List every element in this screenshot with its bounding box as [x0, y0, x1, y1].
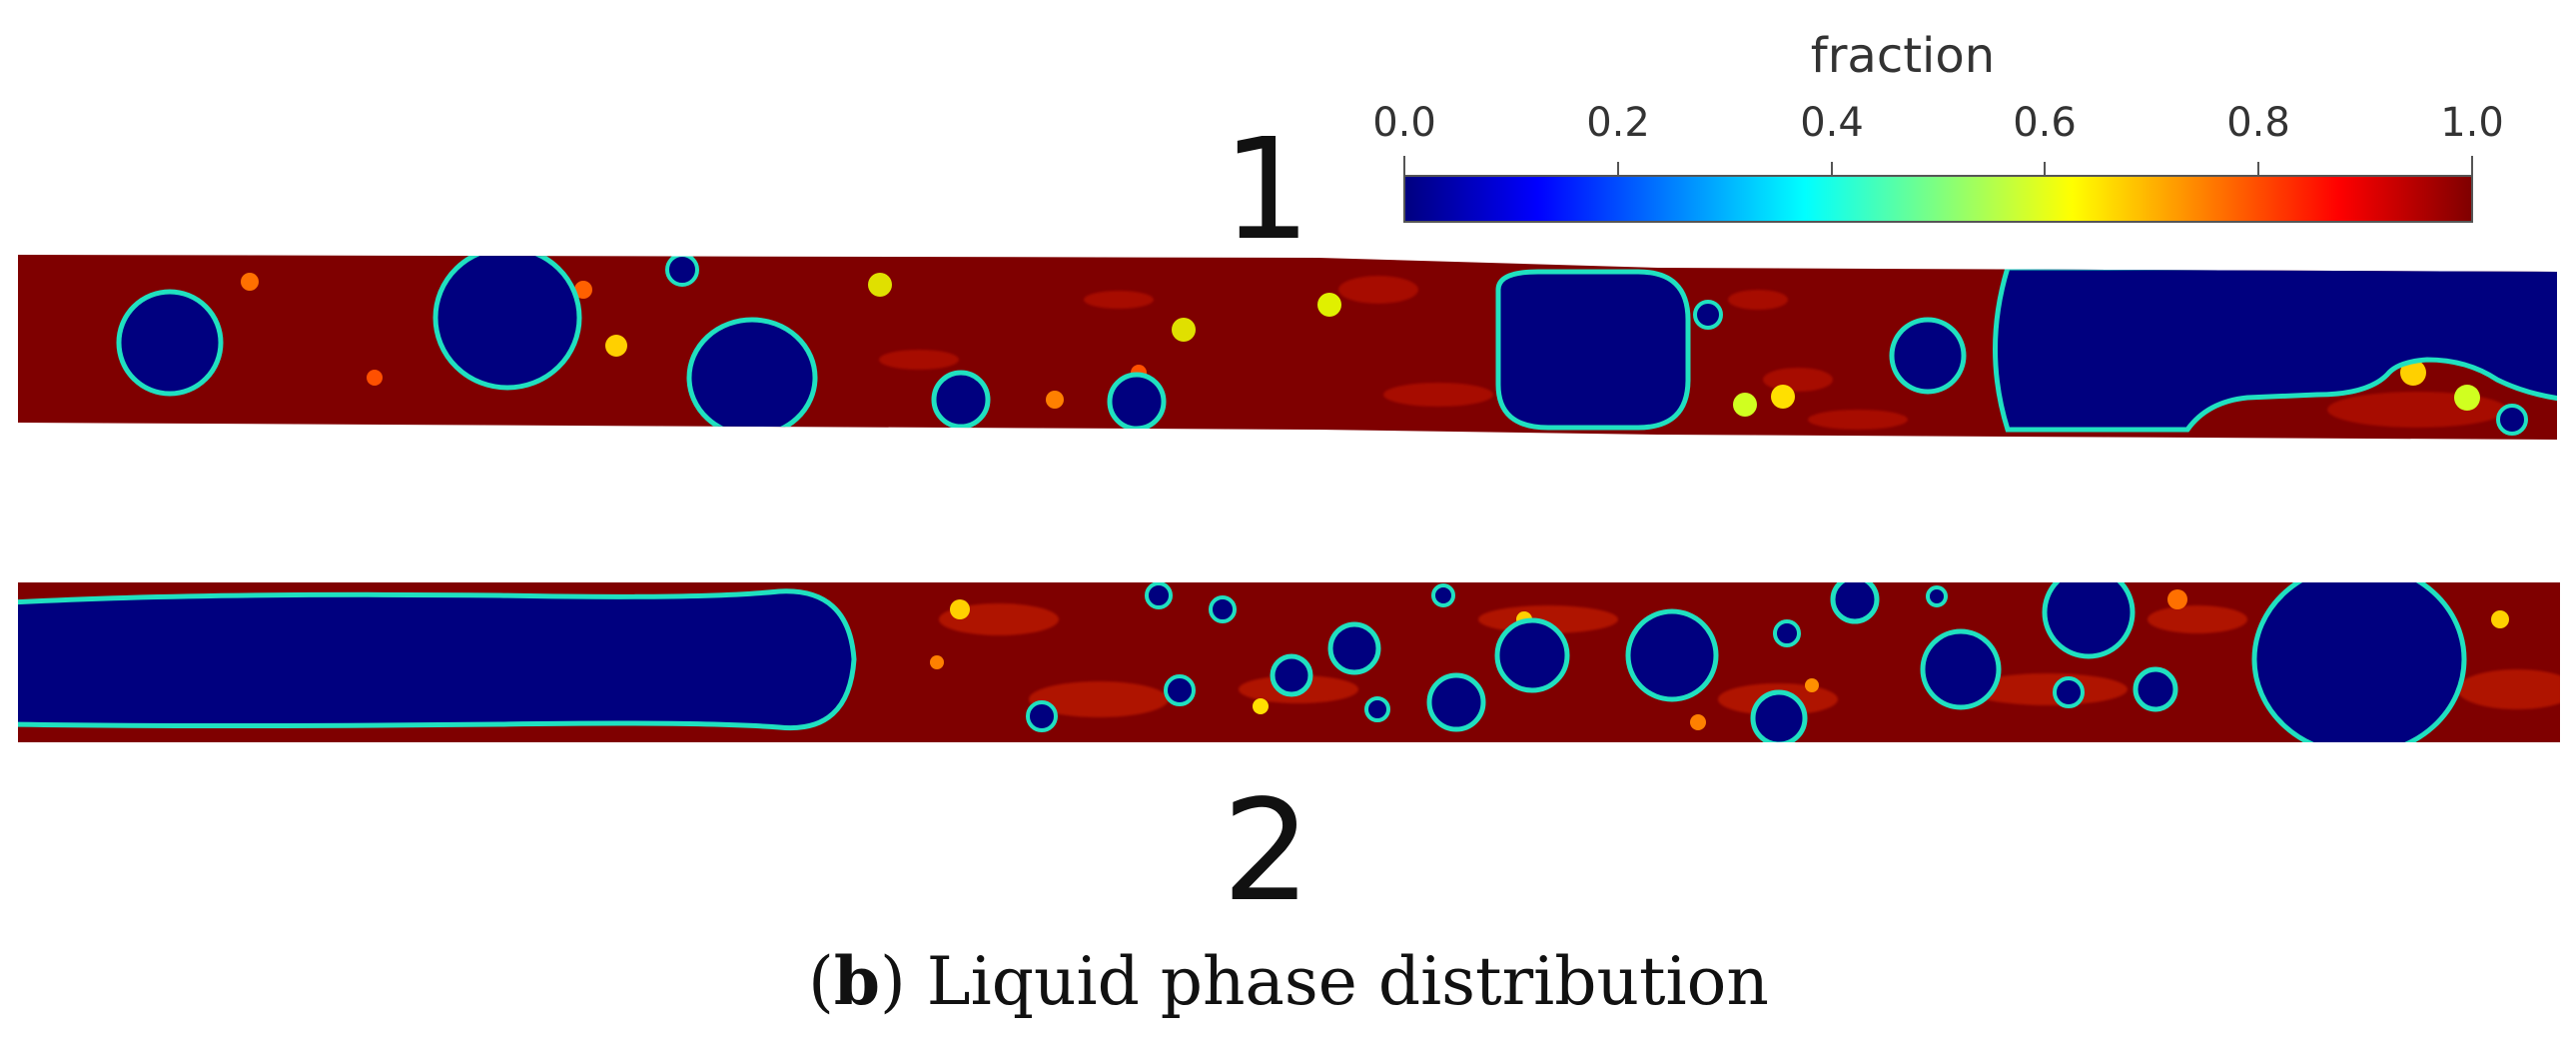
bubble: [1426, 672, 1486, 732]
bubble: [1920, 628, 2002, 710]
droplet: [868, 273, 892, 297]
droplet: [1431, 583, 1455, 607]
bubble: [931, 370, 991, 430]
panel-label-1: 1: [1222, 109, 1310, 272]
droplet: [1926, 585, 1948, 607]
bubble: [1107, 372, 1167, 432]
bubble: [432, 255, 582, 391]
droplet: [1164, 674, 1196, 706]
panel-2-gas-slug: [18, 588, 857, 731]
bubble: [2251, 582, 2467, 742]
droplet: [665, 255, 699, 287]
droplet: [1253, 698, 1269, 714]
bubble: [116, 289, 224, 397]
droplet: [241, 273, 259, 291]
droplet: [1172, 318, 1196, 342]
colorbar: fraction 0.0 0.2 0.4 0.6 0.8 1.0: [1372, 28, 2504, 223]
colorbar-ticks: [1403, 156, 2473, 176]
colorbar-tick-label: 0.0: [1372, 100, 1436, 146]
panel-1-gas-slug: [1993, 265, 2557, 433]
droplet: [1773, 619, 1801, 647]
bubble: [2133, 666, 2178, 712]
panel-label-2: 2: [1222, 770, 1310, 933]
bubble: [2042, 582, 2136, 659]
colorbar-tick-label: 0.4: [1800, 100, 1864, 146]
bubble: [1750, 689, 1808, 742]
colorbar-tick-labels: 0.0 0.2 0.4 0.6 0.8 1.0: [1372, 100, 2504, 146]
droplet: [1145, 582, 1173, 609]
caption-letter: b: [834, 942, 880, 1020]
droplet: [1046, 391, 1064, 409]
droplet: [1317, 293, 1341, 317]
colorbar-tick-label: 1.0: [2440, 100, 2504, 146]
bubble: [1625, 608, 1719, 702]
droplet: [1805, 678, 1819, 692]
colorbar-tick-label: 0.2: [1586, 100, 1650, 146]
colorbar-tick-label: 0.8: [2226, 100, 2290, 146]
droplet: [2454, 385, 2480, 411]
droplet: [2491, 610, 2509, 628]
bubble: [1495, 269, 1691, 431]
colorbar-tick-label: 0.6: [2013, 100, 2077, 146]
droplet: [1364, 696, 1390, 722]
droplet: [1693, 300, 1723, 330]
bubble: [1889, 317, 1967, 395]
panel-2-bubbles: [1270, 582, 2467, 742]
droplet: [1771, 385, 1795, 409]
colorbar-title: fraction: [1811, 28, 1995, 84]
panel-1-droplets: [241, 255, 2528, 436]
bubble: [1830, 582, 1880, 624]
panel-1-channel: [18, 255, 2557, 440]
caption: (b) Liquid phase distribution: [808, 942, 1769, 1020]
droplet: [930, 655, 944, 669]
droplet: [1690, 714, 1706, 730]
bubble: [1270, 653, 1313, 697]
droplet: [574, 281, 592, 299]
droplet: [2167, 589, 2187, 609]
droplet: [2496, 404, 2528, 436]
bubble: [686, 317, 818, 439]
caption-close-paren: ): [880, 943, 906, 1020]
droplet: [1209, 595, 1237, 623]
panel-1-bubbles: [116, 255, 1967, 439]
panel-2-turbulence: [939, 603, 2560, 717]
caption-open-paren: (: [808, 943, 834, 1020]
droplet: [605, 335, 627, 357]
droplet: [367, 370, 383, 386]
droplet: [2400, 360, 2426, 386]
caption-text: Liquid phase distribution: [906, 943, 1769, 1020]
colorbar-gradient: [1403, 175, 2473, 223]
panel-2-droplets: [930, 582, 2509, 732]
droplet: [1026, 700, 1058, 732]
panel-2-channel: [18, 582, 2560, 742]
bubble: [1327, 621, 1381, 675]
droplet: [1733, 393, 1757, 417]
bubble: [1494, 617, 1570, 693]
droplet: [950, 599, 970, 619]
droplet: [2053, 676, 2085, 708]
